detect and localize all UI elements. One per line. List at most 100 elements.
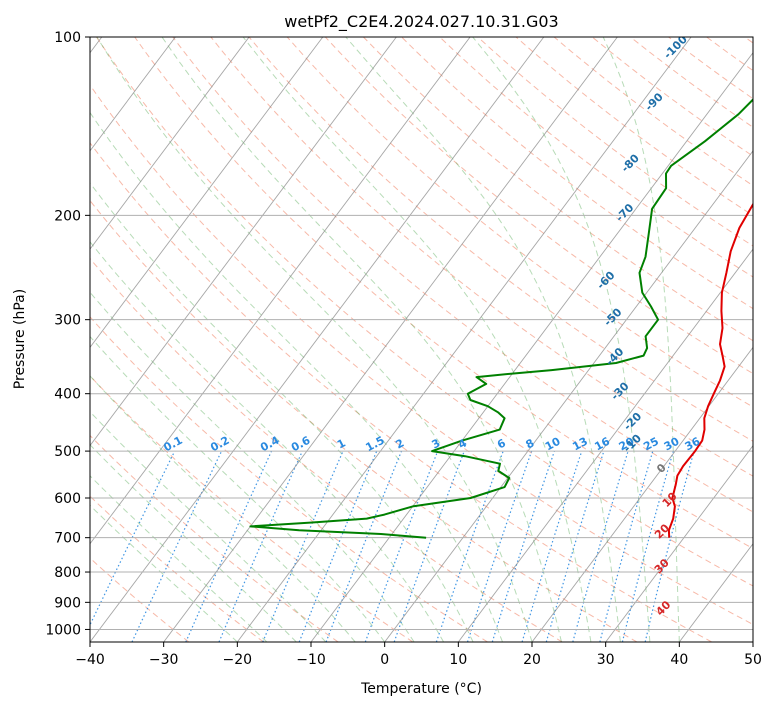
y-tick-label: 100 (54, 30, 81, 46)
background-lines (90, 37, 753, 642)
isotherm-line (605, 444, 753, 642)
isotherm-label: -20 (621, 410, 644, 433)
profile-lines (249, 98, 753, 539)
dry-adiabat-line (90, 257, 563, 642)
y-tick-label: 700 (54, 531, 81, 547)
x-tick-label: 30 (597, 652, 615, 668)
dry-adiabat-line (401, 37, 753, 310)
mixing-ratio-line (491, 450, 555, 642)
isotherm-label: 40 (653, 598, 673, 618)
moist-adiabat-line (90, 111, 503, 642)
dry-adiabat-line (744, 37, 753, 44)
mixing-ratio-label: 8 (524, 436, 537, 451)
x-tick-label: −20 (223, 652, 253, 668)
mixing-ratio-label: 36 (683, 435, 703, 454)
dry-adiabat-line (96, 37, 753, 587)
isotherm-line (90, 37, 397, 447)
mixing-ratio-line (644, 450, 695, 642)
dry-adiabat-line (553, 37, 753, 187)
x-tick-label: −10 (296, 652, 326, 668)
dewpoint-profile-line (249, 98, 753, 539)
moist-adiabat-line (90, 444, 297, 642)
mixing-ratio-line (621, 450, 674, 642)
mixing-ratio-line (466, 450, 533, 642)
dry-adiabat-line (515, 37, 753, 217)
x-tick-label: 50 (744, 652, 762, 668)
mixing-ratio-label: 2 (393, 436, 406, 451)
dry-adiabat-line (324, 37, 753, 375)
mixing-ratio-line (185, 450, 273, 642)
mixing-ratio-line (262, 450, 344, 642)
moist-adiabat-line (90, 182, 474, 642)
isotherm-line (310, 51, 753, 642)
y-axis-title: Pressure (hPa) (12, 289, 28, 389)
isotherm-line (90, 37, 176, 152)
dry-adiabat-line (90, 495, 264, 642)
isotherm-label: 30 (652, 556, 672, 576)
moist-adiabat-line (345, 37, 621, 642)
y-tick-label: 600 (54, 491, 81, 507)
mixing-ratio-label: 25 (641, 435, 661, 454)
isotherm-label: 20 (652, 521, 672, 541)
mixing-ratio-label: 13 (570, 435, 590, 454)
mixing-ratio-label: 30 (662, 435, 682, 454)
dry-adiabat-line (439, 37, 753, 278)
moist-adiabat-line (472, 37, 651, 642)
isotherm-line (90, 37, 545, 642)
dry-adiabat-line (706, 37, 753, 72)
mixing-ratio-label: 6 (495, 436, 508, 451)
moist-adiabat-line (90, 291, 415, 642)
moist-adiabat-line (90, 375, 356, 642)
background-labels: 0.1 0.2 0.4 0.6 1 1.5 2 3 4 6 8 10 13 16 20 25 30 36-100-… (161, 37, 703, 618)
moist-adiabat-line (90, 411, 327, 642)
x-tick-label: 20 (523, 652, 541, 668)
dry-adiabat-line (172, 37, 753, 513)
moist-adiabat-line (96, 37, 533, 642)
isotherm-line (90, 37, 471, 545)
isotherm-label: -90 (643, 90, 666, 113)
isotherm-line (678, 542, 753, 642)
y-tick-label: 500 (54, 444, 81, 460)
mixing-ratio-line (435, 450, 504, 642)
mixing-ratio-line (131, 450, 223, 642)
moist-adiabat-line (90, 504, 238, 642)
isotherm-label: -60 (594, 268, 617, 291)
x-tick-label: 10 (449, 652, 467, 668)
isotherm-label: -50 (601, 305, 624, 328)
mixing-ratio-line (521, 450, 583, 642)
x-tick-label: −40 (75, 652, 105, 668)
dry-adiabat-line (90, 316, 488, 642)
mixing-ratio-label: 20 (617, 435, 637, 454)
dry-adiabat-line (363, 37, 753, 342)
mixing-ratio-line (545, 450, 605, 642)
isotherm-line (90, 37, 324, 349)
y-tick-label: 400 (54, 387, 81, 403)
chart-title: wetPf2_C2E4.2024.027.10.31.G03 (284, 12, 558, 32)
dry-adiabat-line (90, 142, 712, 642)
mixing-ratio-line (325, 450, 403, 642)
moist-adiabat-line (242, 37, 592, 642)
moist-adiabat-line (602, 37, 680, 642)
x-tick-label: 40 (670, 652, 688, 668)
moist-adiabat-line (161, 37, 562, 642)
x-axis-title: Temperature (°C) (360, 681, 482, 697)
dry-adiabat-line (90, 84, 753, 626)
moist-adiabat-line (90, 241, 445, 642)
dry-adiabat-line (90, 557, 190, 642)
isotherm-line (236, 37, 692, 642)
isotherm-label: 0 (654, 461, 669, 476)
moist-adiabat-line (90, 335, 386, 642)
dry-adiabat-line (134, 37, 753, 550)
mixing-ratio-label: 1 (335, 436, 348, 451)
y-tick-label: 800 (54, 565, 81, 581)
isotherm-label: -30 (608, 379, 631, 402)
isotherm-label: -80 (619, 151, 642, 174)
y-tick-label: 300 (54, 313, 81, 329)
dry-adiabat-line (90, 199, 638, 642)
mixing-ratio-line (218, 450, 303, 642)
plot-frame (89, 36, 754, 643)
y-tick-label: 200 (54, 208, 81, 224)
mixing-ratio-label: 16 (592, 435, 612, 454)
